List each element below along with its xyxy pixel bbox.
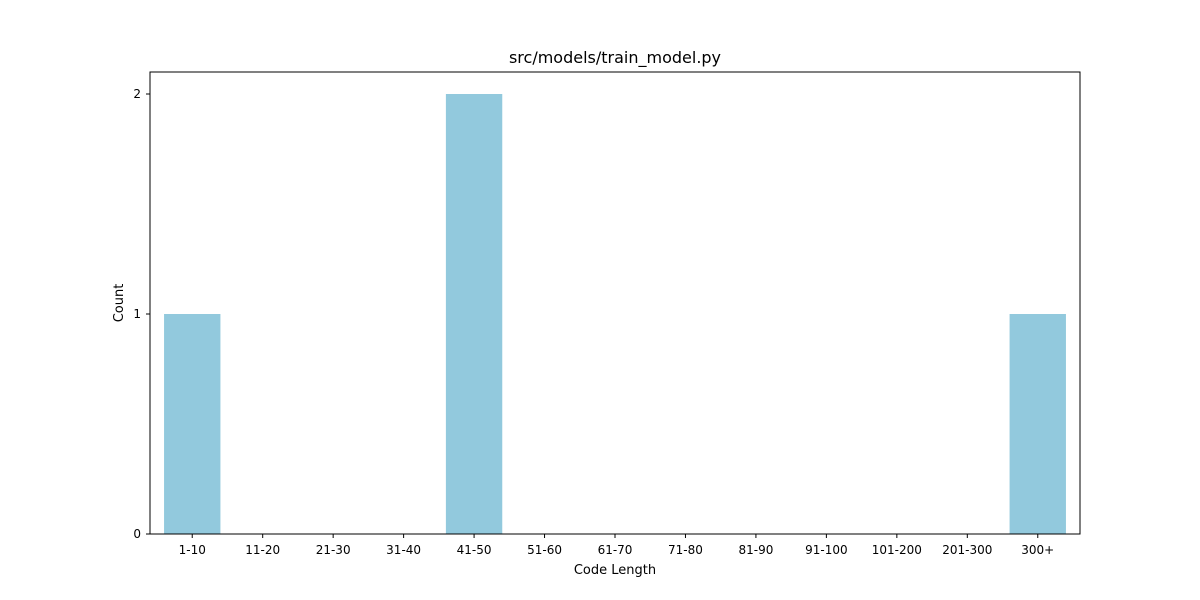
- x-tick-label: 91-100: [805, 543, 848, 557]
- x-tick-label: 101-200: [872, 543, 922, 557]
- x-tick-label: 300+: [1021, 543, 1054, 557]
- bars-layer: [164, 94, 1066, 534]
- y-axis-label: Count: [112, 284, 127, 323]
- x-tick-label: 21-30: [316, 543, 351, 557]
- x-tick-label: 41-50: [457, 543, 492, 557]
- y-tick-label: 0: [133, 527, 141, 541]
- bar-41-50: [445, 94, 503, 534]
- x-axis-label: Code Length: [574, 563, 656, 578]
- x-axis: 1-10 11-20 21-30 31-40 41-50 51-60 61-70 71-80 8…: [179, 534, 1054, 557]
- y-tick-label: 2: [133, 87, 141, 101]
- x-tick-label: 51-60: [527, 543, 562, 557]
- chart-title: src/models/train_model.py: [509, 48, 721, 68]
- y-axis: 0 1 2: [133, 87, 150, 541]
- y-tick-label: 1: [133, 307, 141, 321]
- x-tick-label: 61-70: [598, 543, 633, 557]
- x-tick-label: 81-90: [738, 543, 773, 557]
- plot-area-frame: [149, 71, 1081, 535]
- x-tick-label: 1-10: [179, 543, 206, 557]
- bar-300+: [1009, 314, 1066, 534]
- x-tick-label: 31-40: [386, 543, 421, 557]
- x-tick-label: 201-300: [942, 543, 992, 557]
- bar-1-10: [164, 314, 221, 534]
- x-tick-label: 11-20: [245, 543, 280, 557]
- x-tick-label: 71-80: [668, 543, 703, 557]
